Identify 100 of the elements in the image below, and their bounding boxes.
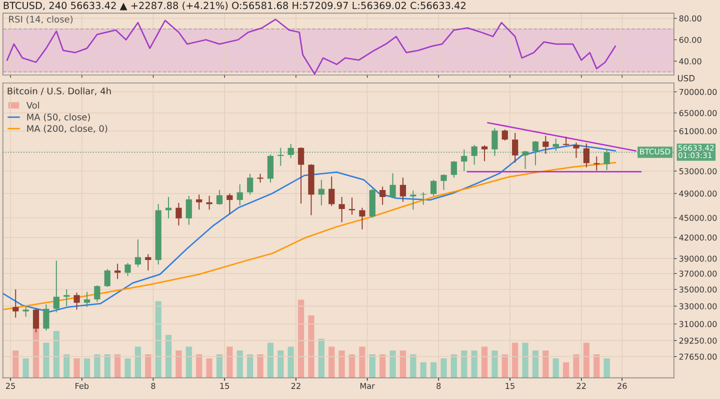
legend-label: MA (200, close, 0) <box>27 124 108 133</box>
y-tick-label: 65000.00 <box>679 110 717 116</box>
bar <box>440 358 447 378</box>
y-tick-label: 42000.00 <box>679 234 717 241</box>
candlestick <box>267 154 274 184</box>
bar <box>196 354 202 378</box>
x-tick-label: Mar <box>360 382 375 389</box>
bar <box>206 358 212 378</box>
candlestick <box>236 184 243 206</box>
candlestick <box>74 292 80 310</box>
candlestick <box>196 194 202 210</box>
candlestick <box>226 192 233 214</box>
candlestick <box>390 172 396 199</box>
candlestick <box>512 132 518 164</box>
candlestick <box>216 190 223 206</box>
bar <box>492 350 498 378</box>
candlestick <box>492 128 498 156</box>
y-tick-label: 31000.00 <box>679 321 717 328</box>
candlestick <box>400 177 406 202</box>
legend-label: MA (50, close) <box>27 113 90 122</box>
x-tick-label: 8 <box>436 382 441 389</box>
candlestick <box>288 143 294 158</box>
y-tick-label: 61000.00 <box>679 128 717 134</box>
candlestick <box>124 262 131 276</box>
candlestick <box>502 129 508 142</box>
bar <box>359 346 366 378</box>
bar <box>84 358 90 378</box>
x-tick-label: 22 <box>291 382 300 389</box>
bar <box>308 315 314 378</box>
y-tick-label: 53000.00 <box>679 168 717 174</box>
bar <box>155 301 162 378</box>
bar <box>328 346 335 378</box>
bar <box>186 346 192 378</box>
candlestick <box>298 146 304 204</box>
candlestick <box>134 238 141 268</box>
candlestick <box>450 160 457 178</box>
bar <box>450 354 457 378</box>
bar <box>430 362 437 378</box>
bar <box>226 346 233 378</box>
candlestick <box>247 173 254 196</box>
bar <box>542 350 549 378</box>
candlestick <box>542 135 549 154</box>
bar <box>165 334 172 378</box>
candlestick <box>461 148 468 172</box>
bar <box>338 350 345 378</box>
y-tick-label: 49000.00 <box>679 190 717 197</box>
bar <box>216 354 223 378</box>
bar <box>104 354 110 378</box>
candlestick <box>53 260 60 313</box>
candlestick <box>338 196 345 223</box>
x-tick-label: 8 <box>151 382 156 389</box>
bar <box>64 354 70 378</box>
annotation: RSI (14, close) <box>9 16 73 24</box>
bar <box>278 350 284 378</box>
candlestick <box>64 288 70 307</box>
bar <box>471 350 478 378</box>
bar <box>257 354 264 378</box>
y-tick-label: 45000.00 <box>679 214 717 221</box>
x-tick-label: 22 <box>576 382 586 389</box>
y-tick-label: 37000.00 <box>679 270 717 277</box>
bar <box>298 300 304 378</box>
bar <box>410 354 416 378</box>
bar <box>94 354 100 378</box>
candlestick <box>22 306 29 318</box>
bar <box>604 358 610 378</box>
candlestick <box>380 186 386 206</box>
y-tick-label: 80.00 <box>679 15 702 22</box>
candlestick <box>573 142 580 158</box>
candlestick <box>12 288 19 318</box>
candlestick <box>176 202 182 226</box>
bar <box>267 342 274 378</box>
candlestick <box>43 304 50 331</box>
bar <box>22 358 29 378</box>
y-tick-label: 70000.00 <box>679 88 717 95</box>
bar <box>390 350 396 378</box>
bar <box>573 354 580 378</box>
bar <box>348 354 356 378</box>
y-tick-label: 27650.00 <box>679 354 717 360</box>
candlestick <box>430 179 437 196</box>
bar <box>236 350 243 378</box>
candlestick <box>471 144 478 166</box>
bar <box>502 354 508 378</box>
candlestick <box>594 156 600 172</box>
bar <box>53 330 60 378</box>
y-tick-label: 35000.00 <box>679 286 717 293</box>
bar <box>400 350 406 378</box>
bar <box>552 358 559 378</box>
bar <box>481 346 488 378</box>
x-tick-label: Feb <box>76 382 89 389</box>
chart-title: Bitcoin / U.S. Dollar, 4h <box>8 87 111 96</box>
candlestick <box>328 176 335 206</box>
bar <box>43 342 50 378</box>
candlestick <box>359 207 366 230</box>
candlestick <box>440 174 447 190</box>
bar <box>318 338 324 378</box>
candlestick <box>481 144 488 162</box>
x-tick-label: 25 <box>6 382 15 389</box>
y-tick-label: 60.00 <box>679 36 702 43</box>
bar <box>124 358 131 378</box>
candlestick <box>278 147 284 166</box>
